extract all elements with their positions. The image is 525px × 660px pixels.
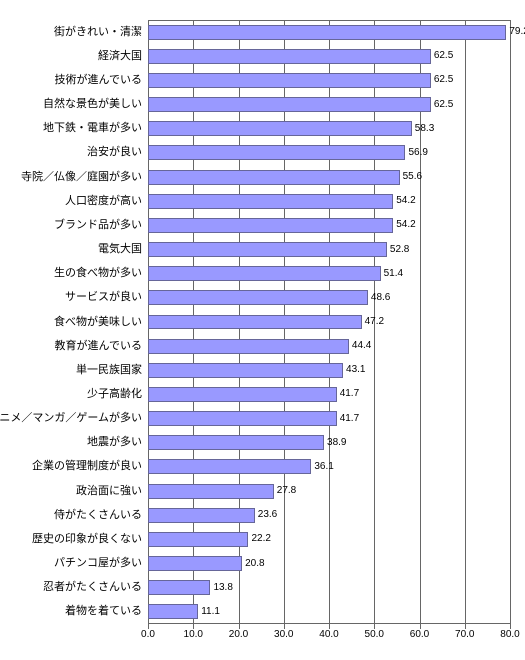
category-label: 電気大国 <box>98 244 142 255</box>
bar-value-label: 44.4 <box>352 341 371 351</box>
category-label: 食べ物が美味しい <box>54 317 142 328</box>
category-label: パチンコ屋が多い <box>54 558 142 569</box>
bar-value-label: 41.7 <box>340 389 359 399</box>
x-tick-label: 0.0 <box>141 630 155 640</box>
bar-value-label: 54.2 <box>396 196 415 206</box>
x-tick-label: 20.0 <box>229 630 248 640</box>
bar: 62.5 <box>148 73 431 88</box>
bar: 11.1 <box>148 604 198 619</box>
category-label: 企業の管理制度が良い <box>32 461 142 472</box>
bar: 62.5 <box>148 97 431 112</box>
bar-value-label: 36.1 <box>314 462 333 472</box>
bar: 20.8 <box>148 556 242 571</box>
category-label: 単一民族国家 <box>76 365 142 376</box>
bar-value-label: 38.9 <box>327 438 346 448</box>
bar: 79.2 <box>148 25 506 40</box>
category-label: 侍がたくさんいる <box>54 510 142 521</box>
bar-value-label: 79.2 <box>509 27 525 37</box>
bar-value-label: 41.7 <box>340 414 359 424</box>
bar-value-label: 51.4 <box>384 269 403 279</box>
bar: 43.1 <box>148 363 343 378</box>
category-label: 技術が進んでいる <box>55 75 142 86</box>
bar-value-label: 43.1 <box>346 365 365 375</box>
category-label: 忍者がたくさんいる <box>43 582 142 593</box>
bar: 41.7 <box>148 387 337 402</box>
bar: 23.6 <box>148 508 255 523</box>
category-label: 教育が進んでいる <box>55 341 142 352</box>
plot-area: 0.010.020.030.040.050.060.070.080.0街がきれい… <box>148 20 510 624</box>
bar-value-label: 52.8 <box>390 245 409 255</box>
bar: 51.4 <box>148 266 381 281</box>
category-label: 生の食べ物が多い <box>54 268 142 279</box>
bar-value-label: 20.8 <box>245 559 264 569</box>
category-label: 地下鉄・電車が多い <box>43 123 142 134</box>
bar: 38.9 <box>148 435 324 450</box>
chart-canvas: 0.0 10.0 20.0 30.0 40.0 50.0 60.0 70.0 80.0 街がきれい… <box>0 0 525 660</box>
bar-value-label: 62.5 <box>434 51 453 61</box>
bar-value-label: 62.5 <box>434 100 453 110</box>
bar: 48.6 <box>148 290 368 305</box>
bar-value-label: 11.1 <box>201 607 220 617</box>
bar: 58.3 <box>148 121 412 136</box>
category-label: 歴史の印象が良くない <box>32 534 142 545</box>
bar: 56.9 <box>148 145 405 160</box>
x-tick-label: 10.0 <box>184 630 203 640</box>
x-tick-label: 30.0 <box>274 630 293 640</box>
category-label: 人口密度が高い <box>65 196 142 207</box>
bar-value-label: 54.2 <box>396 220 415 230</box>
bar: 54.2 <box>148 194 393 209</box>
bar-value-label: 23.6 <box>258 510 277 520</box>
category-label: 政治面に強い <box>76 486 142 497</box>
bar-value-label: 47.2 <box>365 317 384 327</box>
bar: 36.1 <box>148 459 311 474</box>
gridline <box>510 20 511 624</box>
category-label: サービスが良い <box>65 292 142 303</box>
x-tick-label: 40.0 <box>319 630 338 640</box>
category-label: ブランド品が多い <box>54 220 142 231</box>
x-tick-label: 80.0 <box>500 630 519 640</box>
bar: 13.8 <box>148 580 210 595</box>
bar: 54.2 <box>148 218 393 233</box>
bar-value-label: 27.8 <box>277 486 296 496</box>
bar: 41.7 <box>148 411 337 426</box>
category-label: アニメ／マンガ／ゲームが多い <box>0 413 142 424</box>
category-label: 着物を着ている <box>65 606 142 617</box>
bar: 22.2 <box>148 532 248 547</box>
category-label: 少子高齢化 <box>87 389 142 400</box>
x-tick-label: 60.0 <box>410 630 429 640</box>
category-label: 街がきれい・清潔 <box>54 27 142 38</box>
x-tick-label: 70.0 <box>455 630 474 640</box>
bar: 55.6 <box>148 170 400 185</box>
bar-value-label: 55.6 <box>403 172 422 182</box>
bar: 27.8 <box>148 484 274 499</box>
x-tick-label: 50.0 <box>365 630 384 640</box>
bar-value-label: 58.3 <box>415 124 434 134</box>
category-label: 自然な景色が美しい <box>43 99 142 110</box>
bar-value-label: 48.6 <box>371 293 390 303</box>
bar: 47.2 <box>148 315 362 330</box>
bar-value-label: 13.8 <box>213 583 232 593</box>
gridline <box>465 20 466 624</box>
category-label: 経済大国 <box>98 51 142 62</box>
bar: 52.8 <box>148 242 387 257</box>
category-label: 地震が多い <box>87 437 142 448</box>
category-label: 治安が良い <box>87 147 142 158</box>
bar-value-label: 22.2 <box>251 534 270 544</box>
bar: 44.4 <box>148 339 349 354</box>
bar: 62.5 <box>148 49 431 64</box>
category-label: 寺院／仏像／庭園が多い <box>21 172 142 183</box>
bar-value-label: 56.9 <box>408 148 427 158</box>
bar-value-label: 62.5 <box>434 75 453 85</box>
